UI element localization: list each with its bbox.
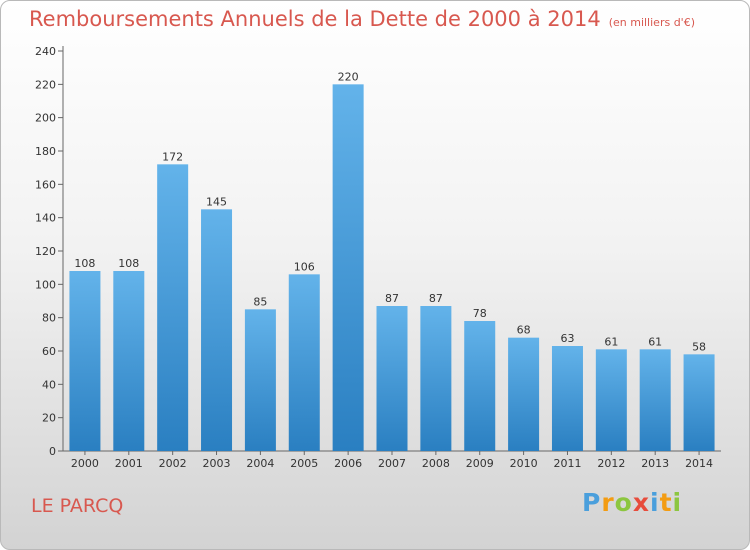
y-tick-label: 140	[35, 212, 56, 225]
data-label: 61	[648, 335, 662, 348]
x-tick-label: 2012	[597, 457, 625, 470]
x-tick-label: 2006	[334, 457, 362, 470]
bar	[508, 337, 540, 451]
bar	[157, 164, 189, 452]
x-tick-label: 2000	[71, 457, 99, 470]
data-label: 63	[560, 332, 574, 345]
bar	[464, 321, 496, 451]
data-label: 68	[517, 324, 531, 337]
x-tick-label: 2013	[641, 457, 669, 470]
data-label: 61	[604, 335, 618, 348]
bar	[201, 209, 233, 451]
y-tick-label: 180	[35, 145, 56, 158]
x-tick-label: 2001	[115, 457, 143, 470]
y-tick-label: 0	[49, 445, 56, 458]
bar	[683, 354, 715, 451]
data-label: 145	[206, 195, 227, 208]
y-tick-label: 20	[42, 412, 56, 425]
bar	[332, 84, 364, 451]
bar	[595, 349, 627, 451]
x-tick-label: 2011	[553, 457, 581, 470]
data-label: 87	[429, 292, 443, 305]
logo-letter: o	[614, 488, 633, 517]
bar	[244, 309, 276, 451]
bar	[113, 271, 145, 451]
y-tick-label: 220	[35, 78, 56, 91]
x-tick-label: 2004	[246, 457, 274, 470]
x-tick-label: 2010	[510, 457, 538, 470]
data-label: 85	[253, 295, 267, 308]
bar	[376, 306, 408, 451]
chart-title-block: Remboursements Annuels de la Dette de 20…	[29, 7, 695, 31]
y-tick-label: 40	[42, 378, 56, 391]
x-tick-label: 2007	[378, 457, 406, 470]
data-label: 172	[162, 150, 183, 163]
commune-name: LE PARCQ	[31, 495, 124, 517]
bar	[288, 274, 320, 451]
y-tick-label: 240	[35, 45, 56, 58]
y-tick-label: 160	[35, 178, 56, 191]
logo-letter: x	[632, 488, 650, 517]
data-label: 106	[294, 260, 315, 273]
y-tick-label: 120	[35, 245, 56, 258]
bar	[639, 349, 671, 451]
y-tick-label: 80	[42, 312, 56, 325]
proxiti-logo: Proxiti	[582, 488, 682, 517]
bar	[551, 346, 583, 451]
x-tick-label: 2005	[290, 457, 318, 470]
data-label: 220	[338, 70, 359, 83]
data-label: 108	[118, 257, 139, 270]
logo-letter: t	[659, 488, 673, 517]
y-tick-label: 200	[35, 112, 56, 125]
logo-letter: i	[672, 488, 683, 517]
chart-unit: (en milliers d'€)	[608, 16, 695, 29]
data-label: 58	[692, 340, 706, 353]
y-tick-label: 100	[35, 278, 56, 291]
data-label: 108	[74, 257, 95, 270]
logo-letter: P	[582, 488, 602, 517]
x-tick-label: 2014	[685, 457, 713, 470]
bar	[420, 306, 452, 451]
data-label: 78	[473, 307, 487, 320]
logo-letter: i	[650, 488, 660, 517]
x-tick-label: 2003	[203, 457, 231, 470]
y-tick-label: 60	[42, 345, 56, 358]
chart-title: Remboursements Annuels de la Dette de 20…	[29, 7, 601, 31]
data-label: 87	[385, 292, 399, 305]
logo-letter: r	[601, 488, 615, 517]
x-tick-label: 2008	[422, 457, 450, 470]
bar	[69, 271, 101, 451]
x-tick-label: 2002	[159, 457, 187, 470]
x-tick-label: 2009	[466, 457, 494, 470]
